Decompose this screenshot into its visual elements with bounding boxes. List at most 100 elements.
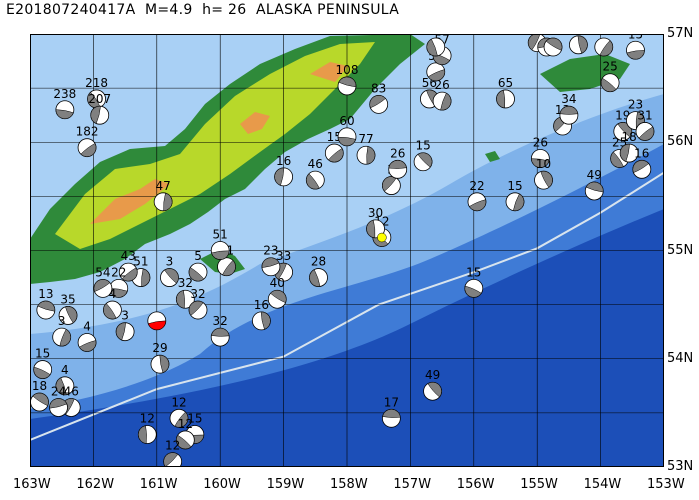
map-title: E201807240417A M=4.9 h= 26 ALASKA PENINS… — [6, 2, 400, 18]
event-beachball[interactable]: 77 — [356, 132, 376, 165]
event-depth-label: 32 — [178, 276, 193, 290]
event-beachball[interactable]: 25 — [600, 60, 620, 93]
event-depth-label: 22 — [469, 179, 484, 193]
event-beachball[interactable]: 26 — [530, 135, 550, 168]
event-depth-label: 25 — [602, 60, 617, 74]
event-beachball[interactable]: 43 — [118, 249, 138, 282]
event-beachball[interactable]: 4 — [103, 287, 122, 320]
y-tick-label: 56N — [667, 134, 694, 150]
event-beachball[interactable]: 16 — [252, 298, 271, 331]
event-beachball[interactable]: 18 — [619, 130, 639, 163]
event-beachball[interactable]: 34 — [559, 92, 579, 125]
event-beachball[interactable]: 65 — [496, 76, 515, 109]
event-beachball[interactable]: 28 — [309, 255, 328, 287]
event-beachball[interactable]: 40 — [267, 276, 287, 309]
event-depth-label: 15 — [415, 139, 430, 153]
map-canvas: 1230226157715604616831085626515761683925… — [30, 34, 664, 467]
event-beachball[interactable]: 16 — [632, 146, 652, 179]
event-beachball[interactable]: 22 — [109, 265, 129, 298]
event-depth-label: 77 — [358, 132, 373, 146]
event-beachball[interactable]: 12 — [163, 439, 183, 467]
x-tick-label: 163W — [13, 477, 51, 492]
event-beachball[interactable]: 22 — [467, 179, 487, 212]
event-depth-label: 15 — [628, 34, 643, 41]
event-beachball[interactable]: 29 — [150, 341, 170, 374]
event-beachball[interactable]: 3 — [160, 255, 179, 287]
event-beachball[interactable]: 15 — [505, 179, 525, 212]
event-beachball[interactable]: 13 — [36, 287, 56, 320]
event-beachball[interactable]: 46 — [305, 157, 325, 190]
event-beachball[interactable]: 25 — [543, 34, 563, 57]
epicenter-marker[interactable] — [377, 232, 387, 243]
event-depth-label: 238 — [53, 87, 76, 101]
event-beachball[interactable]: 15 — [464, 265, 484, 298]
event-depth-label: 34 — [561, 92, 576, 106]
event-depth-label: 26 — [533, 135, 548, 149]
y-tick-label: 54N — [667, 350, 694, 366]
event-beachball[interactable]: 17 — [381, 395, 401, 428]
event-depth-label: 26 — [390, 146, 405, 160]
event-beachball[interactable]: 18 — [30, 379, 49, 412]
event-beachball[interactable]: 61 — [426, 34, 446, 57]
event-beachball[interactable]: 182 — [76, 125, 99, 158]
event-beachball[interactable]: 51 — [210, 228, 230, 260]
event-beachball[interactable]: 12 — [169, 395, 189, 428]
event-depth-label: 31 — [637, 108, 652, 122]
event-beachball[interactable]: 108 — [336, 63, 359, 96]
event-beachball[interactable]: 3 — [52, 314, 72, 347]
event-depth-label: 16 — [634, 146, 649, 160]
event-depth-label: 3 — [58, 314, 66, 328]
x-tick-label: 154W — [583, 477, 622, 492]
event-depth-label: 54 — [95, 265, 110, 279]
event-beachball[interactable]: 35 — [58, 292, 78, 325]
event-beachball[interactable]: 49 — [584, 168, 604, 201]
event-beachball[interactable]: 54 — [93, 265, 113, 298]
event-beachball[interactable]: 207 — [88, 92, 111, 125]
event-beachball[interactable]: 23 — [261, 244, 281, 277]
event-depth-label: 3 — [121, 309, 129, 323]
event-beachball[interactable]: 47 — [153, 179, 173, 212]
x-tick-label: 161W — [139, 477, 178, 492]
event-beachball[interactable]: 21 — [594, 34, 614, 57]
event-beachball[interactable]: 15 — [33, 347, 53, 379]
y-tick-label: 55N — [667, 242, 694, 258]
event-beachball[interactable]: 60 — [337, 114, 357, 147]
event-beachball[interactable]: 3 — [115, 309, 135, 342]
event-depth-label: 23 — [628, 98, 643, 112]
event-depth-label: 207 — [88, 92, 111, 106]
event-beachball[interactable]: 4 — [55, 363, 75, 396]
event-beachball[interactable]: 32 — [188, 287, 208, 320]
event-beachball[interactable]: 5 — [188, 249, 208, 282]
event-depth-label: 30 — [368, 206, 383, 220]
event-depth-label: 32 — [213, 314, 228, 328]
event-beachball[interactable]: 31 — [635, 108, 655, 141]
event-beachball[interactable]: 32 — [175, 276, 195, 309]
event-depth-label: 16 — [276, 154, 291, 168]
event-depth-label: 12 — [140, 412, 155, 426]
event-beachball[interactable]: 24 — [49, 384, 68, 417]
event-depth-label: 16 — [254, 298, 269, 312]
event-depth-label: 51 — [133, 255, 148, 269]
event-beachball[interactable]: 26 — [432, 78, 452, 111]
event-beachball[interactable]: 15 — [413, 139, 433, 172]
map-area[interactable]: 1230226157715604616831085626515761683925… — [30, 34, 664, 467]
event-depth-label: 28 — [311, 255, 326, 269]
trench-line — [30, 171, 664, 441]
event-beachball-highlight[interactable] — [147, 311, 167, 331]
x-tick-label: 157W — [393, 477, 432, 492]
event-beachball[interactable]: 10 — [534, 157, 553, 190]
event-beachball[interactable]: 12 — [175, 417, 195, 450]
event-beachball[interactable]: 218 — [85, 76, 108, 109]
event-beachball[interactable]: 12 — [137, 412, 157, 444]
event-beachball[interactable]: 238 — [53, 87, 76, 120]
event-beachball[interactable]: 4 — [77, 320, 97, 352]
event-beachball[interactable]: 49 — [423, 368, 442, 401]
event-beachball[interactable]: 26 — [388, 146, 408, 179]
event-beachball[interactable]: 15 — [626, 34, 645, 60]
event-beachball[interactable]: 15 — [324, 130, 344, 163]
event-beachball[interactable]: 16 — [274, 154, 294, 187]
event-depth-label: 15 — [507, 179, 522, 193]
event-beachball[interactable]: 32 — [210, 314, 230, 347]
event-beachball[interactable]: 83 — [369, 81, 389, 114]
event-depth-label: 65 — [498, 76, 513, 90]
